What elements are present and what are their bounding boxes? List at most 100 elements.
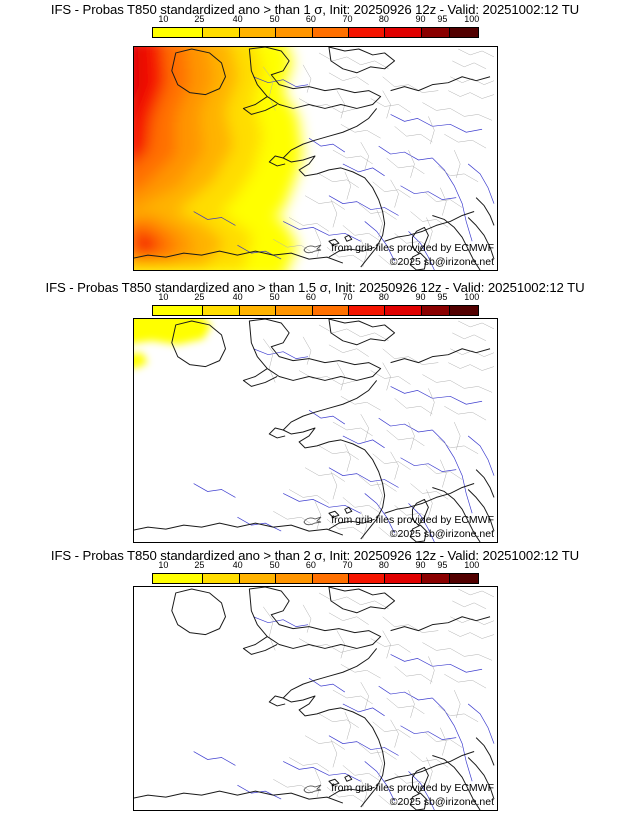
map-geography-1: [134, 47, 495, 270]
colorbar-tick-95: 95: [437, 292, 448, 302]
colorbar-segment-50-60: [276, 28, 313, 37]
colorbar-tick-10: 10: [158, 14, 169, 24]
colorbar-segment-95-100: [449, 306, 478, 315]
admin-boundaries-layer: [263, 320, 495, 540]
admin-boundaries-layer: [263, 588, 495, 808]
colorbar-tick-25: 25: [194, 14, 205, 24]
colorbar-tick-60: 60: [305, 292, 316, 302]
colorbar-segment-60-70: [312, 28, 349, 37]
colorbar-segment-70-80: [348, 28, 386, 37]
copyright-credit-3: ©2025 sb@irizone.net: [389, 796, 494, 808]
panel-title-3: IFS - Probas T850 standardized ano > tha…: [50, 548, 580, 563]
colorbar-segment-50-60: [276, 306, 313, 315]
panel-header-3: IFS - Probas T850 standardized ano > tha…: [0, 546, 630, 586]
colorbar-tick-80: 80: [378, 14, 389, 24]
colorbar-segment-10-25: [153, 574, 204, 583]
colorbar-segment-60-70: [312, 574, 349, 583]
colorbar-tick-50: 50: [269, 560, 280, 570]
colorbar-tick-60: 60: [305, 14, 316, 24]
rivers-layer: [193, 76, 495, 270]
map-15sigma[interactable]: from grib files provided by ECMWF ©2025 …: [133, 318, 498, 543]
colorbar-tick-100: 100: [464, 560, 480, 570]
copyright-credit-2: ©2025 sb@irizone.net: [389, 528, 494, 540]
colorbar-bar-2: [152, 305, 479, 316]
colorbar-tick-95: 95: [437, 14, 448, 24]
colorbar-3: 10 25 40 50 60 70 80 90 95 100: [152, 559, 479, 586]
admin-boundaries-layer: [263, 48, 495, 268]
colorbar-tick-90: 90: [415, 292, 426, 302]
colorbar-tick-40: 40: [232, 292, 243, 302]
ecmwf-credit-1: from grib files provided by ECMWF: [331, 242, 494, 254]
colorbar-tick-25: 25: [194, 560, 205, 570]
map-svg-2: [134, 319, 497, 542]
map-svg-3: [134, 587, 497, 810]
colorbar-tick-10: 10: [158, 560, 169, 570]
colorbar-segment-95-100: [449, 574, 478, 583]
map-geography-3: [134, 587, 495, 810]
colorbar-tick-70: 70: [342, 14, 353, 24]
copyright-credit-1: ©2025 sb@irizone.net: [389, 256, 494, 268]
colorbar-tick-10: 10: [158, 292, 169, 302]
rivers-layer: [193, 616, 495, 810]
coastline-layer: [134, 319, 495, 542]
colorbar-segment-25-40: [203, 28, 240, 37]
colorbar-tick-80: 80: [378, 560, 389, 570]
colorbar-bar-1: [152, 27, 479, 38]
colorbar-2: 10 25 40 50 60 70 80 90 95 100: [152, 291, 479, 318]
panel-header-1: IFS - Probas T850 standardized ano > tha…: [0, 0, 630, 40]
colorbar-segment-10-25: [153, 306, 204, 315]
colorbar-segment-80-90: [385, 306, 422, 315]
colorbar-tick-95: 95: [437, 560, 448, 570]
map-2sigma[interactable]: from grib files provided by ECMWF ©2025 …: [133, 586, 498, 811]
colorbar-tick-90: 90: [415, 14, 426, 24]
panel-title-1: IFS - Probas T850 standardized ano > tha…: [50, 2, 580, 17]
colorbar-segment-50-60: [276, 574, 313, 583]
colorbar-segment-95-100: [449, 28, 478, 37]
colorbar-segment-25-40: [203, 574, 240, 583]
colorbar-segment-40-50: [239, 574, 277, 583]
probability-field-1sigma: [134, 47, 304, 270]
coastline-layer: [134, 587, 495, 810]
colorbar-segment-80-90: [385, 574, 422, 583]
map-1sigma[interactable]: from grib files provided by ECMWF ©2025 …: [133, 46, 498, 271]
colorbar-segment-70-80: [348, 306, 386, 315]
colorbar-segment-70-80: [348, 574, 386, 583]
probability-field-15sigma: [134, 319, 212, 369]
colorbar-tick-60: 60: [305, 560, 316, 570]
colorbar-tick-100: 100: [464, 14, 480, 24]
ecmwf-credit-3: from grib files provided by ECMWF: [331, 782, 494, 794]
colorbar-segment-90-95: [421, 306, 450, 315]
bird-logo-icon: [303, 784, 322, 794]
colorbar-tick-50: 50: [269, 292, 280, 302]
rivers-layer: [193, 348, 495, 542]
colorbar-segment-80-90: [385, 28, 422, 37]
colorbar-segment-10-25: [153, 28, 204, 37]
colorbar-segment-25-40: [203, 306, 240, 315]
colorbar-ticks-1: 10 25 40 50 60 70 80 90 95 100: [152, 13, 479, 26]
colorbar-tick-70: 70: [342, 292, 353, 302]
forecast-panel-1sigma: IFS - Probas T850 standardized ano > tha…: [0, 0, 630, 271]
colorbar-tick-40: 40: [232, 560, 243, 570]
colorbar-tick-100: 100: [464, 292, 480, 302]
panel-header-2: IFS - Probas T850 standardized ano > tha…: [0, 278, 630, 318]
colorbar-tick-80: 80: [378, 292, 389, 302]
forecast-panel-2sigma: IFS - Probas T850 standardized ano > tha…: [0, 546, 630, 811]
colorbar-tick-50: 50: [269, 14, 280, 24]
coastline-layer: [134, 47, 495, 270]
bird-logo-icon: [303, 516, 322, 526]
map-svg-1: [134, 47, 497, 270]
ecmwf-credit-2: from grib files provided by ECMWF: [331, 514, 494, 526]
colorbar-segment-90-95: [421, 574, 450, 583]
colorbar-tick-40: 40: [232, 14, 243, 24]
colorbar-tick-70: 70: [342, 560, 353, 570]
colorbar-tick-90: 90: [415, 560, 426, 570]
colorbar-ticks-2: 10 25 40 50 60 70 80 90 95 100: [152, 291, 479, 304]
colorbar-ticks-3: 10 25 40 50 60 70 80 90 95 100: [152, 559, 479, 572]
colorbar-segment-90-95: [421, 28, 450, 37]
colorbar-1: 10 25 40 50 60 70 80 90 95 100: [152, 13, 479, 40]
bird-logo-icon: [303, 244, 322, 254]
colorbar-tick-25: 25: [194, 292, 205, 302]
colorbar-segment-40-50: [239, 306, 277, 315]
map-geography-2: [134, 319, 495, 542]
